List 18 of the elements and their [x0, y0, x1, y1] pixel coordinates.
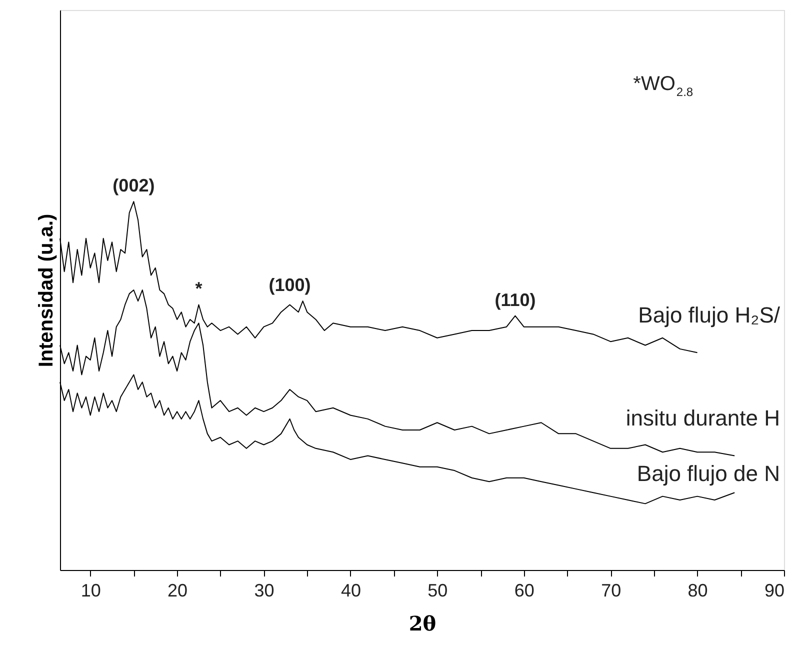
x-tick-label: 10 [80, 580, 101, 600]
series-label: Bajo flujo H₂S/ [638, 302, 781, 328]
series-label: insitu durante H [626, 406, 780, 431]
x-tick-label: 30 [254, 580, 274, 600]
annotation: (100) [268, 275, 311, 296]
x-tick-label: 50 [428, 580, 448, 600]
x-tick-label: 40 [340, 580, 361, 600]
annotation: (002) [112, 176, 155, 196]
x-tick-label: 90 [764, 580, 784, 600]
x-tick-label: 60 [514, 580, 534, 600]
x-axis-title: 2θ [408, 612, 436, 636]
annotation: (110) [494, 290, 536, 310]
annotation: * [195, 278, 202, 299]
x-tick-label: 80 [688, 580, 708, 600]
x-tick-label: 70 [601, 580, 622, 600]
x-tick-label: 20 [168, 580, 188, 600]
series-label: Bajo flujo de N [636, 460, 780, 486]
y-axis-title: Intensidad (u.a.) [36, 214, 58, 368]
